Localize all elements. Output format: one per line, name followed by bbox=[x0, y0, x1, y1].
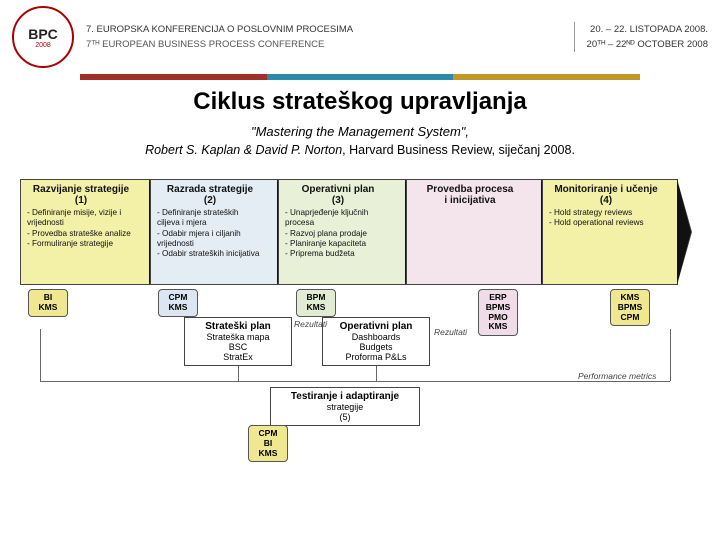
feedback-line bbox=[670, 329, 671, 381]
results-label-1: Rezultati bbox=[294, 319, 327, 329]
adapt-box: Testiranje i adaptiranjestrategije(5) bbox=[270, 387, 420, 426]
bpc-logo: BPC 2008 bbox=[12, 6, 74, 68]
chevron-stage-3: Operativni plan(3)- Unaprjeđenje ključni… bbox=[278, 179, 406, 285]
conference-header: BPC 2008 7. EUROPSKA KONFERENCIJA O POSL… bbox=[0, 0, 720, 74]
cycle-diagram: Razvijanje strategije(1)- Definiranje mi… bbox=[10, 169, 710, 449]
accent-bar bbox=[80, 74, 640, 80]
plan-box-1: Strateški planStrateška mapaBSCStratEx bbox=[184, 317, 292, 366]
slide-title: Ciklus strateškog upravljanja bbox=[0, 88, 720, 116]
feedback-line bbox=[40, 329, 41, 381]
chevron-stage-4: Provedba procesai inicijativa bbox=[406, 179, 542, 285]
logo-text: BPC bbox=[28, 26, 58, 42]
subtitle-quote: "Mastering the Management System", bbox=[0, 124, 720, 139]
results-label-2: Rezultati bbox=[434, 327, 467, 337]
conf-title-en: 7ᵀᴴ EUROPEAN BUSINESS PROCESS CONFERENCE bbox=[86, 37, 562, 52]
feedback-line bbox=[40, 381, 670, 382]
plan-box-2: Operativni planDashboardsBudgetsProforma… bbox=[322, 317, 430, 366]
logo-year: 2008 bbox=[35, 42, 51, 49]
conf-title-hr: 7. EUROPSKA KONFERENCIJA O POSLOVNIM PRO… bbox=[86, 22, 562, 37]
tool-bubble-5: KMSBPMSCPM bbox=[610, 289, 650, 326]
chevron-stage-5: Monitoriranje i učenje(4)- Hold strategy… bbox=[542, 179, 678, 285]
date-en: 20ᵀᴴ – 22ᴺᴰ OCTOBER 2008 bbox=[587, 37, 708, 52]
tool-bubble-4: ERPBPMSPMOKMS bbox=[478, 289, 518, 336]
performance-metrics-label: Performance metrics bbox=[578, 371, 656, 381]
adapt-tool-bubble: CPMBIKMS bbox=[248, 425, 288, 462]
subtitle-citation: Robert S. Kaplan & David P. Norton, Harv… bbox=[0, 143, 720, 157]
journal-ref: , Harvard Business Review, siječanj 2008… bbox=[342, 143, 575, 157]
feedback-line bbox=[376, 365, 377, 381]
authors: Robert S. Kaplan & David P. Norton bbox=[145, 143, 342, 157]
tool-bubble-2: CPMKMS bbox=[158, 289, 198, 317]
feedback-line bbox=[238, 365, 239, 381]
conference-dates: 20. – 22. LISTOPADA 2008. 20ᵀᴴ – 22ᴺᴰ OC… bbox=[574, 22, 708, 52]
conference-title-block: 7. EUROPSKA KONFERENCIJA O POSLOVNIM PRO… bbox=[86, 22, 562, 52]
chevron-stage-1: Razvijanje strategije(1)- Definiranje mi… bbox=[20, 179, 150, 285]
tool-bubble-3: BPMKMS bbox=[296, 289, 336, 317]
chevron-stage-2: Razrada strategije(2)- Definiranje strat… bbox=[150, 179, 278, 285]
date-hr: 20. – 22. LISTOPADA 2008. bbox=[587, 22, 708, 37]
tool-bubble-1: BIKMS bbox=[28, 289, 68, 317]
